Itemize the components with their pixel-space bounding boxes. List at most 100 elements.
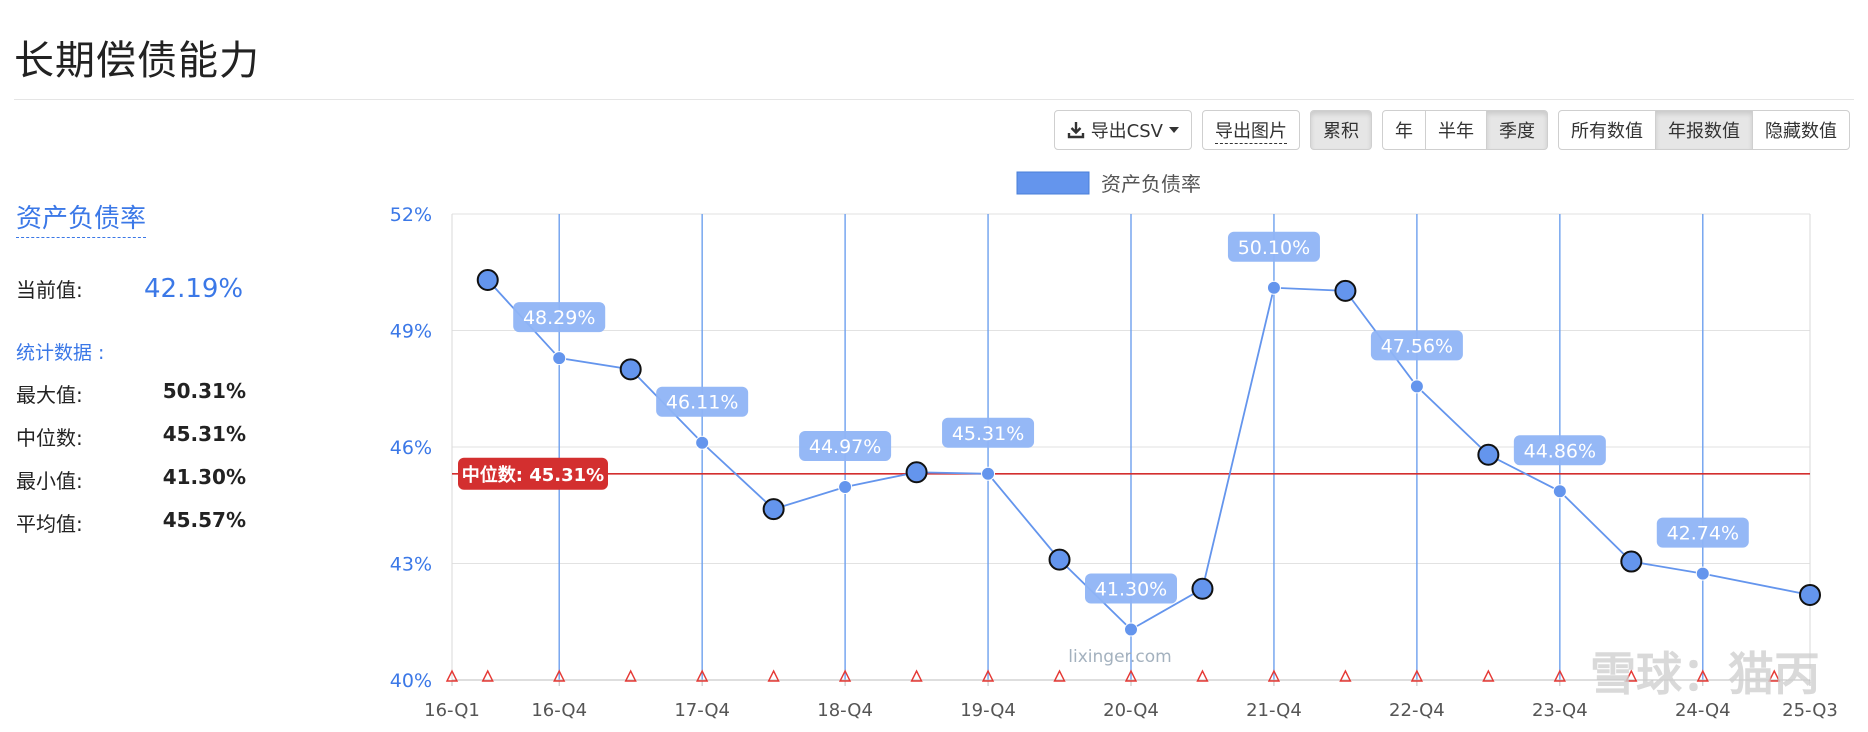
stat-label: 最大值: xyxy=(16,383,83,407)
x-tick-label: 22-Q4 xyxy=(1389,700,1445,721)
metric-name-link[interactable]: 资产负债率 xyxy=(16,198,147,238)
y-tick-label: 46% xyxy=(390,437,432,459)
period-selector: 年 半年 季度 xyxy=(1382,110,1548,150)
y-tick-label: 43% xyxy=(390,554,432,576)
data-point[interactable] xyxy=(1799,583,1821,606)
current-value: 42.19% xyxy=(144,274,244,304)
data-label: 44.86% xyxy=(1524,440,1596,462)
data-label: 42.74% xyxy=(1667,523,1739,545)
value-option-annual[interactable]: 年报数值 xyxy=(1655,110,1753,150)
data-point[interactable] xyxy=(619,358,642,381)
value-option-hide[interactable]: 隐藏数值 xyxy=(1752,110,1850,150)
period-option-half-year[interactable]: 半年 xyxy=(1425,110,1487,150)
x-tick-label: 23-Q4 xyxy=(1532,700,1588,721)
data-point[interactable] xyxy=(695,435,710,450)
export-image-label: 导出图片 xyxy=(1215,117,1287,144)
export-csv-button[interactable]: 导出CSV xyxy=(1053,110,1192,150)
period-triangle-marker xyxy=(1196,669,1209,682)
y-tick-label: 40% xyxy=(390,670,432,692)
period-triangle-marker xyxy=(1410,669,1424,682)
data-point[interactable] xyxy=(552,351,567,366)
period-triangle-marker xyxy=(981,669,995,682)
data-point[interactable] xyxy=(1048,548,1071,571)
data-point[interactable] xyxy=(1620,550,1643,573)
current-value-row: 当前值: 42.19% xyxy=(16,274,246,304)
data-point[interactable] xyxy=(1266,280,1281,295)
data-label: 50.10% xyxy=(1238,237,1310,259)
period-option-year[interactable]: 年 xyxy=(1382,110,1426,150)
data-label-bg xyxy=(942,417,1035,448)
y-tick-label: 52% xyxy=(390,204,432,226)
stat-label: 最小值: xyxy=(16,469,83,493)
current-value-label: 当前值: xyxy=(16,278,83,302)
period-triangle-marker xyxy=(1768,669,1781,682)
data-point[interactable] xyxy=(1124,622,1138,637)
data-label-bg xyxy=(513,302,606,333)
stat-row-median: 中位数: 45.31% xyxy=(16,422,246,451)
legend-label: 资产负债率 xyxy=(1101,172,1201,196)
x-tick-label: 16-Q1 xyxy=(424,700,480,721)
period-triangle-marker xyxy=(1053,669,1066,682)
data-point[interactable] xyxy=(1191,577,1214,600)
period-triangle-marker xyxy=(838,669,852,682)
period-option-quarter[interactable]: 季度 xyxy=(1486,110,1548,150)
stats-title: 统计数据 : xyxy=(16,342,105,364)
title-divider xyxy=(14,99,1854,100)
x-tick-label: 20-Q4 xyxy=(1103,700,1159,721)
stat-value: 45.31% xyxy=(162,422,246,446)
legend-swatch xyxy=(1016,171,1090,195)
data-point[interactable] xyxy=(1409,379,1424,394)
value-selector: 所有数值 年报数值 隐藏数值 xyxy=(1558,110,1850,150)
stat-row-max: 最大值: 50.31% xyxy=(16,379,246,408)
period-triangle-marker xyxy=(481,669,494,682)
data-label: 48.29% xyxy=(523,307,595,329)
data-point[interactable] xyxy=(1695,566,1710,581)
data-point[interactable] xyxy=(1477,443,1500,466)
data-label-bg xyxy=(1656,517,1749,548)
data-label-bg xyxy=(799,430,892,461)
y-tick-label: 49% xyxy=(390,321,432,343)
x-tick-label: 24-Q4 xyxy=(1675,700,1731,721)
data-label: 46.11% xyxy=(666,392,738,414)
data-label-bg xyxy=(656,386,749,417)
x-tick-label: 25-Q3 xyxy=(1782,700,1838,721)
period-triangle-marker xyxy=(553,669,566,682)
data-label-bg xyxy=(1370,330,1463,361)
data-label: 45.31% xyxy=(952,423,1024,445)
cumulative-toggle[interactable]: 累积 xyxy=(1310,110,1372,150)
data-point[interactable] xyxy=(981,466,996,481)
median-label-bg xyxy=(458,457,608,490)
data-point[interactable] xyxy=(1334,279,1357,302)
data-point[interactable] xyxy=(905,461,928,484)
period-triangle-marker xyxy=(696,669,709,682)
period-triangle-marker xyxy=(1553,669,1566,682)
period-triangle-marker xyxy=(1267,669,1281,682)
chart-toolbar: 导出CSV 导出图片 累积 年 半年 季度 所有数值 年报数值 隐藏数值 xyxy=(1053,110,1850,150)
export-csv-label: 导出CSV xyxy=(1090,121,1163,142)
watermark-corner: 雪球：猫丙 xyxy=(1590,647,1820,701)
x-tick-label: 16-Q4 xyxy=(531,700,587,721)
data-point[interactable] xyxy=(476,269,499,292)
period-triangle-marker xyxy=(445,669,459,682)
period-triangle-marker xyxy=(1482,669,1495,682)
period-triangle-marker xyxy=(624,669,637,682)
download-icon xyxy=(1067,122,1084,139)
value-option-all[interactable]: 所有数值 xyxy=(1558,110,1656,150)
data-label-bg xyxy=(1085,573,1177,604)
x-tick-label: 17-Q4 xyxy=(674,700,730,721)
stat-label: 中位数: xyxy=(16,426,83,450)
data-label: 47.56% xyxy=(1381,335,1453,357)
data-point[interactable] xyxy=(838,479,853,494)
data-point[interactable] xyxy=(1552,484,1567,499)
period-triangle-marker xyxy=(1696,669,1709,682)
median-label: 中位数: 45.31% xyxy=(462,464,604,486)
stat-label: 平均值: xyxy=(16,512,83,536)
data-label-bg xyxy=(1227,231,1320,262)
x-tick-label: 19-Q4 xyxy=(960,700,1016,721)
export-image-button[interactable]: 导出图片 xyxy=(1202,110,1300,150)
stat-value: 50.31% xyxy=(162,379,246,403)
data-point[interactable] xyxy=(762,498,785,521)
metric-summary-panel: 资产负债率 当前值: 42.19% 统计数据 : 最大值: 50.31% 中位数… xyxy=(16,198,246,537)
data-label: 41.30% xyxy=(1095,579,1167,601)
stat-row-min: 最小值: 41.30% xyxy=(16,465,246,494)
